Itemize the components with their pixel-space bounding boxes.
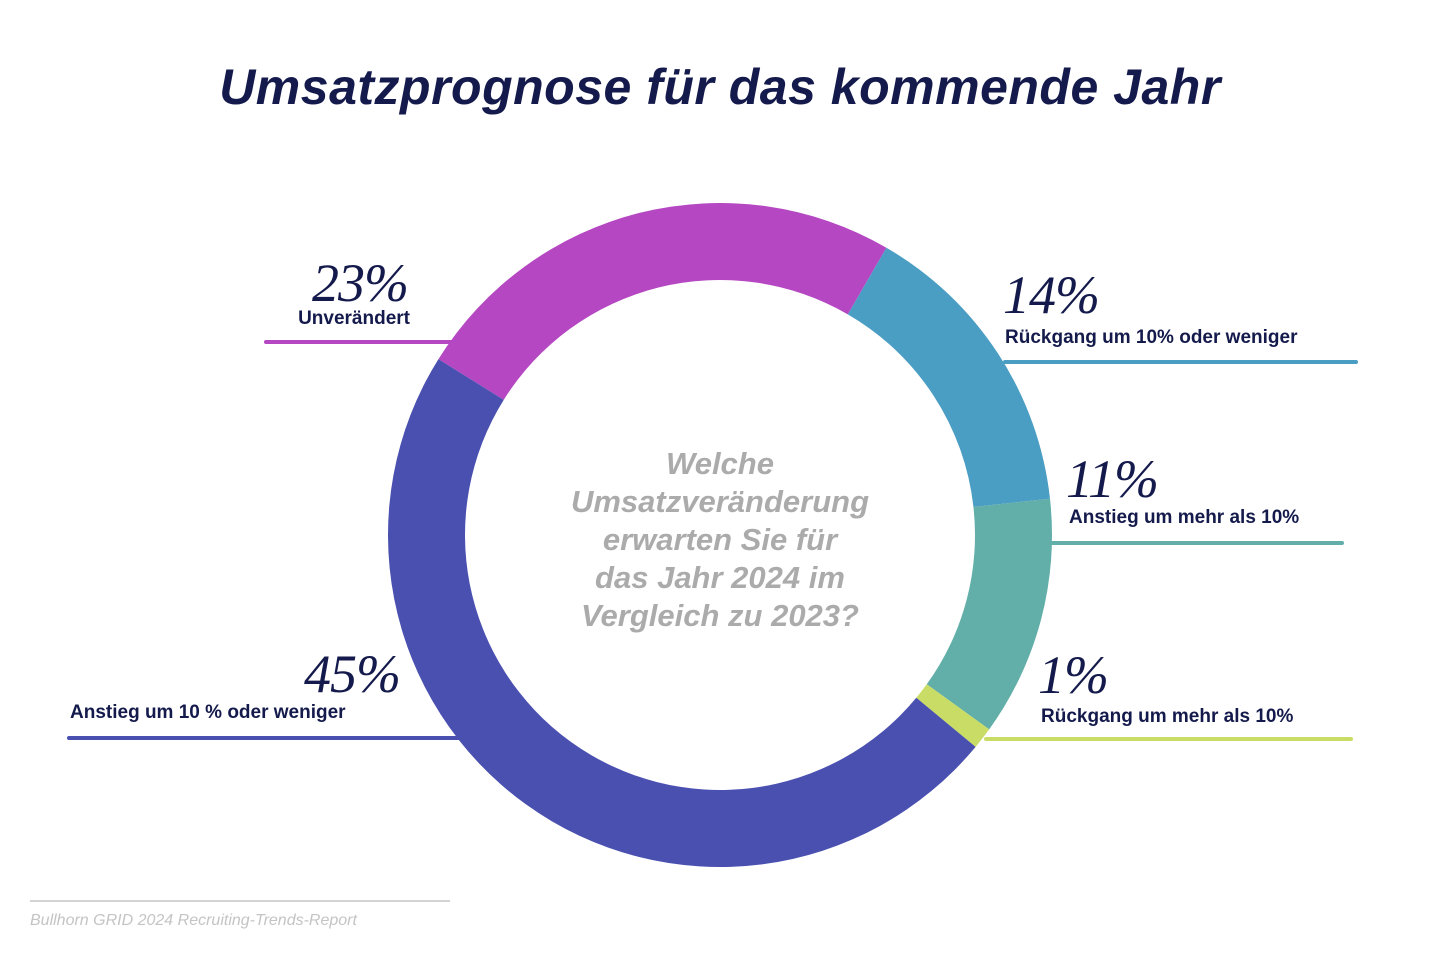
donut-slice <box>438 203 887 400</box>
data-label-value: 1% <box>1038 645 1109 705</box>
source-divider <box>30 900 450 902</box>
chart-title: Umsatzprognose für das kommende Jahr <box>219 59 1221 115</box>
leader-line <box>67 736 461 740</box>
data-label-category: Rückgang um 10% oder weniger <box>1005 327 1298 348</box>
center-line: Welche <box>666 446 774 481</box>
center-question: Welche Umsatzveränderung erwarten Sie fü… <box>520 445 920 635</box>
center-line: erwarten Sie für <box>602 522 838 557</box>
donut-slice <box>847 247 1050 508</box>
donut-slice <box>926 498 1052 730</box>
leader-line <box>1003 360 1358 364</box>
source-note: Bullhorn GRID 2024 Recruiting-Trends-Rep… <box>30 912 357 929</box>
leader-line <box>264 340 456 344</box>
data-label-category: Anstieg um 10 % oder weniger <box>70 702 346 723</box>
donut-slice <box>916 684 990 747</box>
center-line: Vergleich zu 2023? <box>581 598 859 633</box>
data-label-value: 23% <box>312 253 409 313</box>
data-label-value: 11% <box>1066 449 1159 509</box>
leader-line <box>1050 541 1344 545</box>
donut-slice <box>387 359 976 868</box>
center-line: Umsatzveränderung <box>570 484 870 519</box>
data-label-category: Unverändert <box>298 308 410 329</box>
data-label-category: Rückgang um mehr als 10% <box>1041 706 1294 727</box>
data-label-value: 14% <box>1003 265 1100 325</box>
data-label-category: Anstieg um mehr als 10% <box>1069 507 1300 528</box>
center-line: das Jahr 2024 im <box>595 560 845 595</box>
leader-line <box>984 737 1353 741</box>
data-label-value: 45% <box>304 644 401 704</box>
